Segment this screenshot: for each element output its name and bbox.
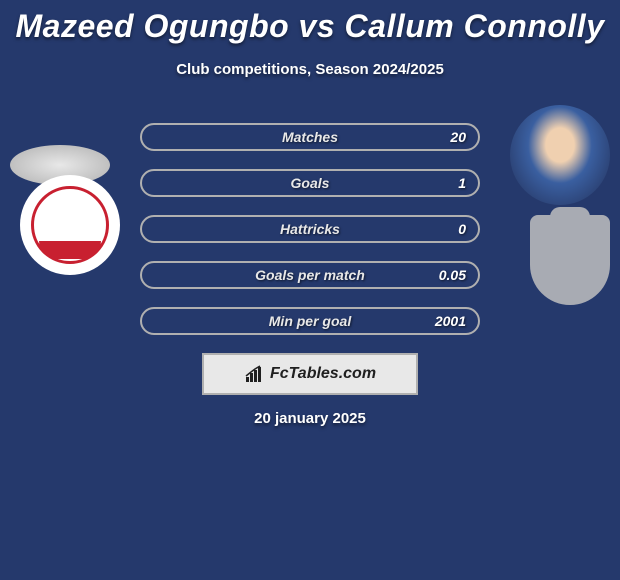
stat-row-hattricks: Hattricks 0 xyxy=(140,215,480,243)
club1-logo xyxy=(20,175,120,275)
stat-value: 2001 xyxy=(435,313,466,329)
stat-label: Min per goal xyxy=(269,313,351,329)
stat-row-mpg: Min per goal 2001 xyxy=(140,307,480,335)
club2-logo xyxy=(520,210,620,310)
stat-value: 0.05 xyxy=(439,267,466,283)
stat-row-matches: Matches 20 xyxy=(140,123,480,151)
page-title: Mazeed Ogungbo vs Callum Connolly xyxy=(0,0,620,45)
player2-avatar xyxy=(510,105,610,205)
player2-name: Callum Connolly xyxy=(345,8,605,44)
footer-brand-box: FcTables.com xyxy=(202,353,418,395)
stat-label: Goals xyxy=(291,175,330,191)
player2-avatar-img xyxy=(510,105,610,205)
club1-crest xyxy=(31,186,109,264)
stat-label: Goals per match xyxy=(255,267,365,283)
date-text: 20 january 2025 xyxy=(0,410,620,427)
stat-value: 1 xyxy=(458,175,466,191)
stat-value: 0 xyxy=(458,221,466,237)
player1-name: Mazeed Ogungbo xyxy=(16,8,290,44)
stats-container: Matches 20 Goals 1 Hattricks 0 Goals per… xyxy=(140,123,480,353)
club1-ribbon xyxy=(39,241,101,259)
stat-label: Matches xyxy=(282,129,338,145)
vs-text: vs xyxy=(299,8,336,44)
stat-row-goals: Goals 1 xyxy=(140,169,480,197)
subtitle: Club competitions, Season 2024/2025 xyxy=(0,61,620,78)
brand-text: FcTables.com xyxy=(270,365,376,383)
club2-crest xyxy=(530,215,610,305)
stat-row-gpm: Goals per match 0.05 xyxy=(140,261,480,289)
stat-label: Hattricks xyxy=(280,221,340,237)
chart-icon xyxy=(244,365,266,383)
stat-value: 20 xyxy=(450,129,466,145)
